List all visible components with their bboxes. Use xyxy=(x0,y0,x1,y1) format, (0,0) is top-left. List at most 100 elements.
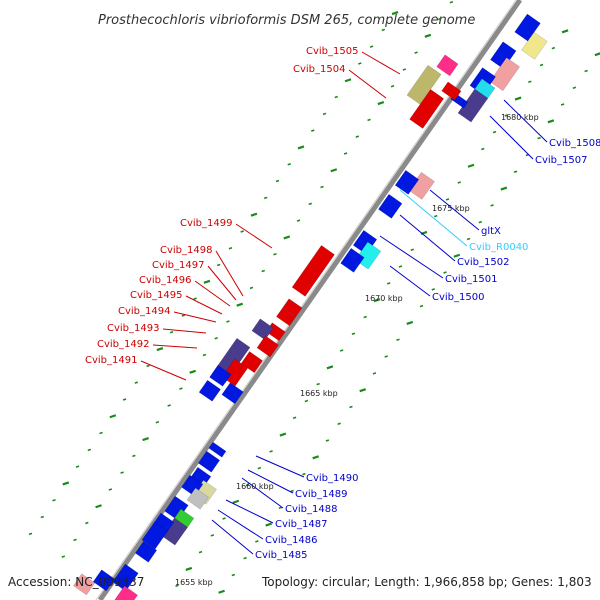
gene-label-cvib-1491[interactable]: Cvib_1491 xyxy=(85,355,137,366)
tick-mark-3 xyxy=(453,253,461,258)
leader-line xyxy=(211,519,254,555)
tick-mark-1 xyxy=(330,168,338,173)
tick-mark-2 xyxy=(363,315,367,319)
gene-label-cvib-1498[interactable]: Cvib_1498 xyxy=(160,245,212,256)
tick-mark-2 xyxy=(185,566,193,571)
tick-mark-3 xyxy=(419,304,424,308)
tick-mark-1 xyxy=(390,84,395,88)
tick-mark-2 xyxy=(198,550,203,554)
gene-label-gltx[interactable]: gltX xyxy=(481,226,501,237)
gene-arrow xyxy=(256,335,279,358)
tick-mark-2 xyxy=(492,130,497,134)
tick-mark-2 xyxy=(457,181,462,184)
gene-label-cvib-1485[interactable]: Cvib_1485 xyxy=(255,550,307,561)
tick-mark-0 xyxy=(216,263,221,267)
leader-line xyxy=(247,469,294,494)
tick-mark-3 xyxy=(265,522,272,527)
tick-mark-0 xyxy=(99,431,103,435)
gene-blocks xyxy=(73,13,548,600)
tick-mark-0 xyxy=(122,398,127,401)
tick-mark-0 xyxy=(87,448,92,452)
tick-mark-0 xyxy=(109,414,117,419)
gene-label-cvib-1490[interactable]: Cvib_1490 xyxy=(306,473,358,484)
leader-line xyxy=(503,99,548,143)
gene-label-cvib-1499[interactable]: Cvib_1499 xyxy=(180,218,232,229)
tick-mark-0 xyxy=(275,179,280,183)
gene-box xyxy=(73,573,96,596)
tick-mark-1 xyxy=(273,252,277,256)
tick-mark-1 xyxy=(142,437,149,442)
leader-line xyxy=(361,51,401,75)
tick-mark-1 xyxy=(155,420,160,424)
gene-label-cvib-1496[interactable]: Cvib_1496 xyxy=(139,275,191,286)
kbp-label-1655: 1655 kbp xyxy=(175,578,213,587)
gene-label-cvib-1487[interactable]: Cvib_1487 xyxy=(275,519,327,530)
tick-mark-1 xyxy=(437,17,442,21)
tick-mark-3 xyxy=(290,489,294,493)
tick-mark-0 xyxy=(28,532,33,536)
tick-mark-1 xyxy=(120,471,124,474)
tick-mark-0 xyxy=(310,129,315,132)
gene-label-cvib-1508[interactable]: Cvib_1508 xyxy=(549,138,600,149)
gene-label-cvib-1502[interactable]: Cvib_1502 xyxy=(457,257,509,268)
tick-mark-2 xyxy=(292,416,297,420)
tick-mark-2 xyxy=(326,365,334,370)
gene-label-cvib-1501[interactable]: Cvib_1501 xyxy=(445,274,497,285)
gene-arrow xyxy=(198,379,221,402)
tick-mark-3 xyxy=(325,439,330,442)
tick-mark-0 xyxy=(40,515,45,519)
tick-mark-1 xyxy=(377,101,385,106)
tick-mark-0 xyxy=(263,196,268,200)
gene-arrow xyxy=(340,247,365,273)
tick-mark-3 xyxy=(406,320,414,325)
gene-arrow xyxy=(276,307,297,327)
gene-label-cvib-1486[interactable]: Cvib_1486 xyxy=(265,535,317,546)
gene-labels: Cvib_1505 Cvib_1504 Cvib_1499 Cvib_1498 Cvib… xyxy=(85,46,600,561)
tick-mark-1 xyxy=(73,538,77,542)
leader-line xyxy=(429,189,480,231)
gene-box xyxy=(251,318,274,341)
tick-mark-0 xyxy=(391,11,399,16)
tick-mark-0 xyxy=(228,246,233,250)
tick-mark-3 xyxy=(218,589,225,594)
tick-mark-1 xyxy=(226,320,230,323)
tick-mark-3 xyxy=(431,288,436,291)
gene-box xyxy=(172,508,195,531)
gene-label-cvib-1504[interactable]: Cvib_1504 xyxy=(293,64,345,75)
tick-mark-1 xyxy=(167,404,171,407)
tick-mark-2 xyxy=(222,517,226,520)
gene-label-cvib-1492[interactable]: Cvib_1492 xyxy=(97,339,149,350)
tick-mark-1 xyxy=(132,454,136,458)
gene-label-cvib-1507[interactable]: Cvib_1507 xyxy=(535,155,587,166)
gene-label-cvib-1505[interactable]: Cvib_1505 xyxy=(306,46,358,57)
tick-mark-3 xyxy=(500,186,508,191)
tick-mark-2 xyxy=(514,96,522,101)
tick-mark-0 xyxy=(169,330,174,334)
gene-label-cvib-r0040[interactable]: Cvib_R0040 xyxy=(469,242,528,253)
tick-mark-3 xyxy=(312,455,320,460)
tick-mark-3 xyxy=(255,540,259,543)
gene-label-cvib-1488[interactable]: Cvib_1488 xyxy=(285,504,337,515)
gene-box xyxy=(521,31,548,60)
gene-arrow xyxy=(240,351,263,374)
tick-mark-3 xyxy=(349,405,353,409)
gene-label-cvib-1489[interactable]: Cvib_1489 xyxy=(295,489,347,500)
tick-mark-2 xyxy=(257,466,262,470)
gene-arrow xyxy=(378,193,403,219)
gene-label-cvib-1497[interactable]: Cvib_1497 xyxy=(152,260,204,271)
gene-arrow xyxy=(134,540,158,563)
gene-box xyxy=(436,54,459,77)
gene-box xyxy=(186,487,209,510)
gene-label-cvib-1500[interactable]: Cvib_1500 xyxy=(432,292,484,303)
kbp-label-1680: 1680 kbp xyxy=(501,113,539,122)
gene-label-cvib-1495[interactable]: Cvib_1495 xyxy=(130,290,182,301)
tick-mark-3 xyxy=(490,204,494,207)
gene-label-cvib-1494[interactable]: Cvib_1494 xyxy=(118,306,170,317)
tick-mark-0 xyxy=(344,78,352,83)
tick-mark-2 xyxy=(504,114,509,117)
gene-label-cvib-1493[interactable]: Cvib_1493 xyxy=(107,323,159,334)
tick-mark-0 xyxy=(358,62,362,65)
tick-mark-0 xyxy=(334,95,339,99)
